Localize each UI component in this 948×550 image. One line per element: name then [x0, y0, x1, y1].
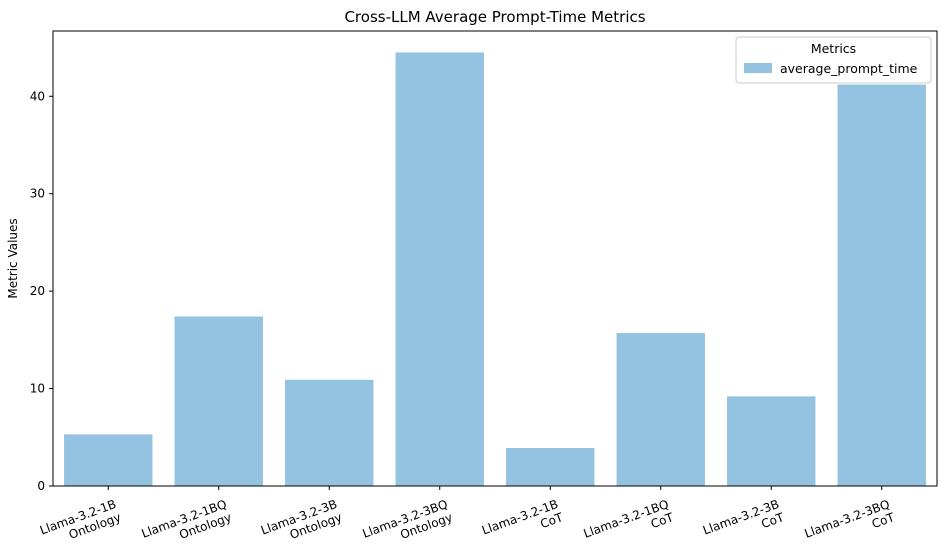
- y-tick-label: 0: [37, 479, 45, 493]
- y-tick-label: 10: [30, 382, 45, 396]
- y-tick-label: 30: [30, 187, 45, 201]
- bar: [727, 396, 816, 486]
- bar: [616, 333, 705, 486]
- y-tick-label: 20: [30, 284, 45, 298]
- legend: Metrics average_prompt_time: [735, 36, 932, 84]
- legend-swatch: [744, 63, 772, 73]
- bar: [64, 434, 153, 486]
- bar: [174, 316, 263, 486]
- bar: [837, 84, 926, 486]
- y-axis-label: Metric Values: [6, 218, 20, 298]
- bar: [506, 448, 595, 486]
- legend-label: average_prompt_time: [780, 61, 918, 76]
- legend-box: [735, 36, 932, 84]
- legend-title: Metrics: [811, 41, 856, 56]
- bar: [285, 379, 374, 486]
- plot-frame: [52, 30, 938, 487]
- y-tick-label: 40: [30, 89, 45, 103]
- bar: [395, 52, 484, 487]
- chart-title: Cross-LLM Average Prompt-Time Metrics: [344, 8, 645, 26]
